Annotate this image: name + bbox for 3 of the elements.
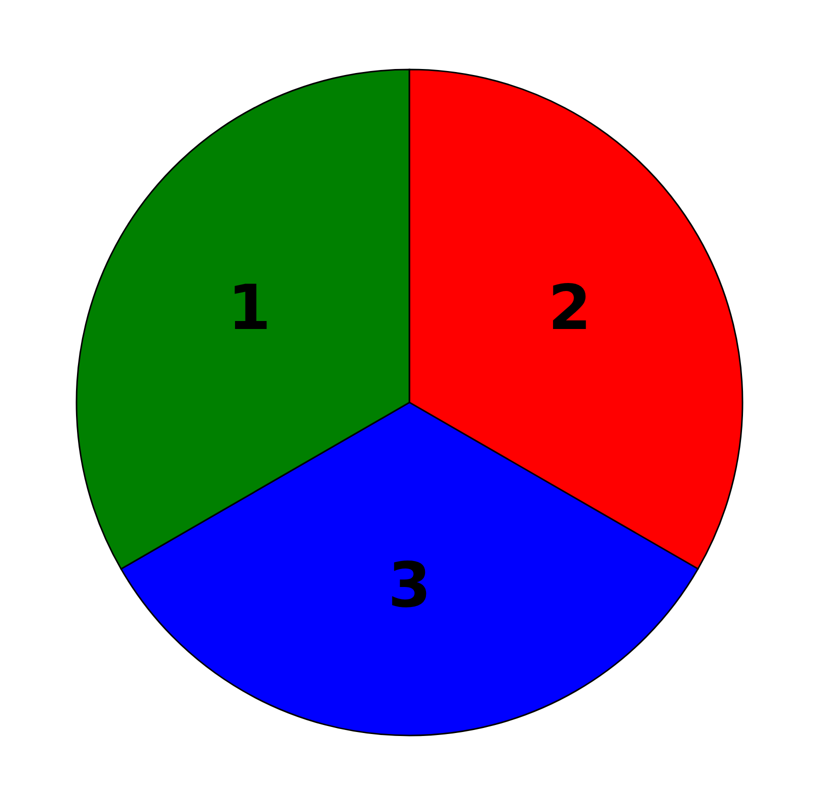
slice-label: 1 xyxy=(228,271,271,344)
slice-label: 2 xyxy=(548,270,592,344)
slice-label: 3 xyxy=(388,548,432,622)
